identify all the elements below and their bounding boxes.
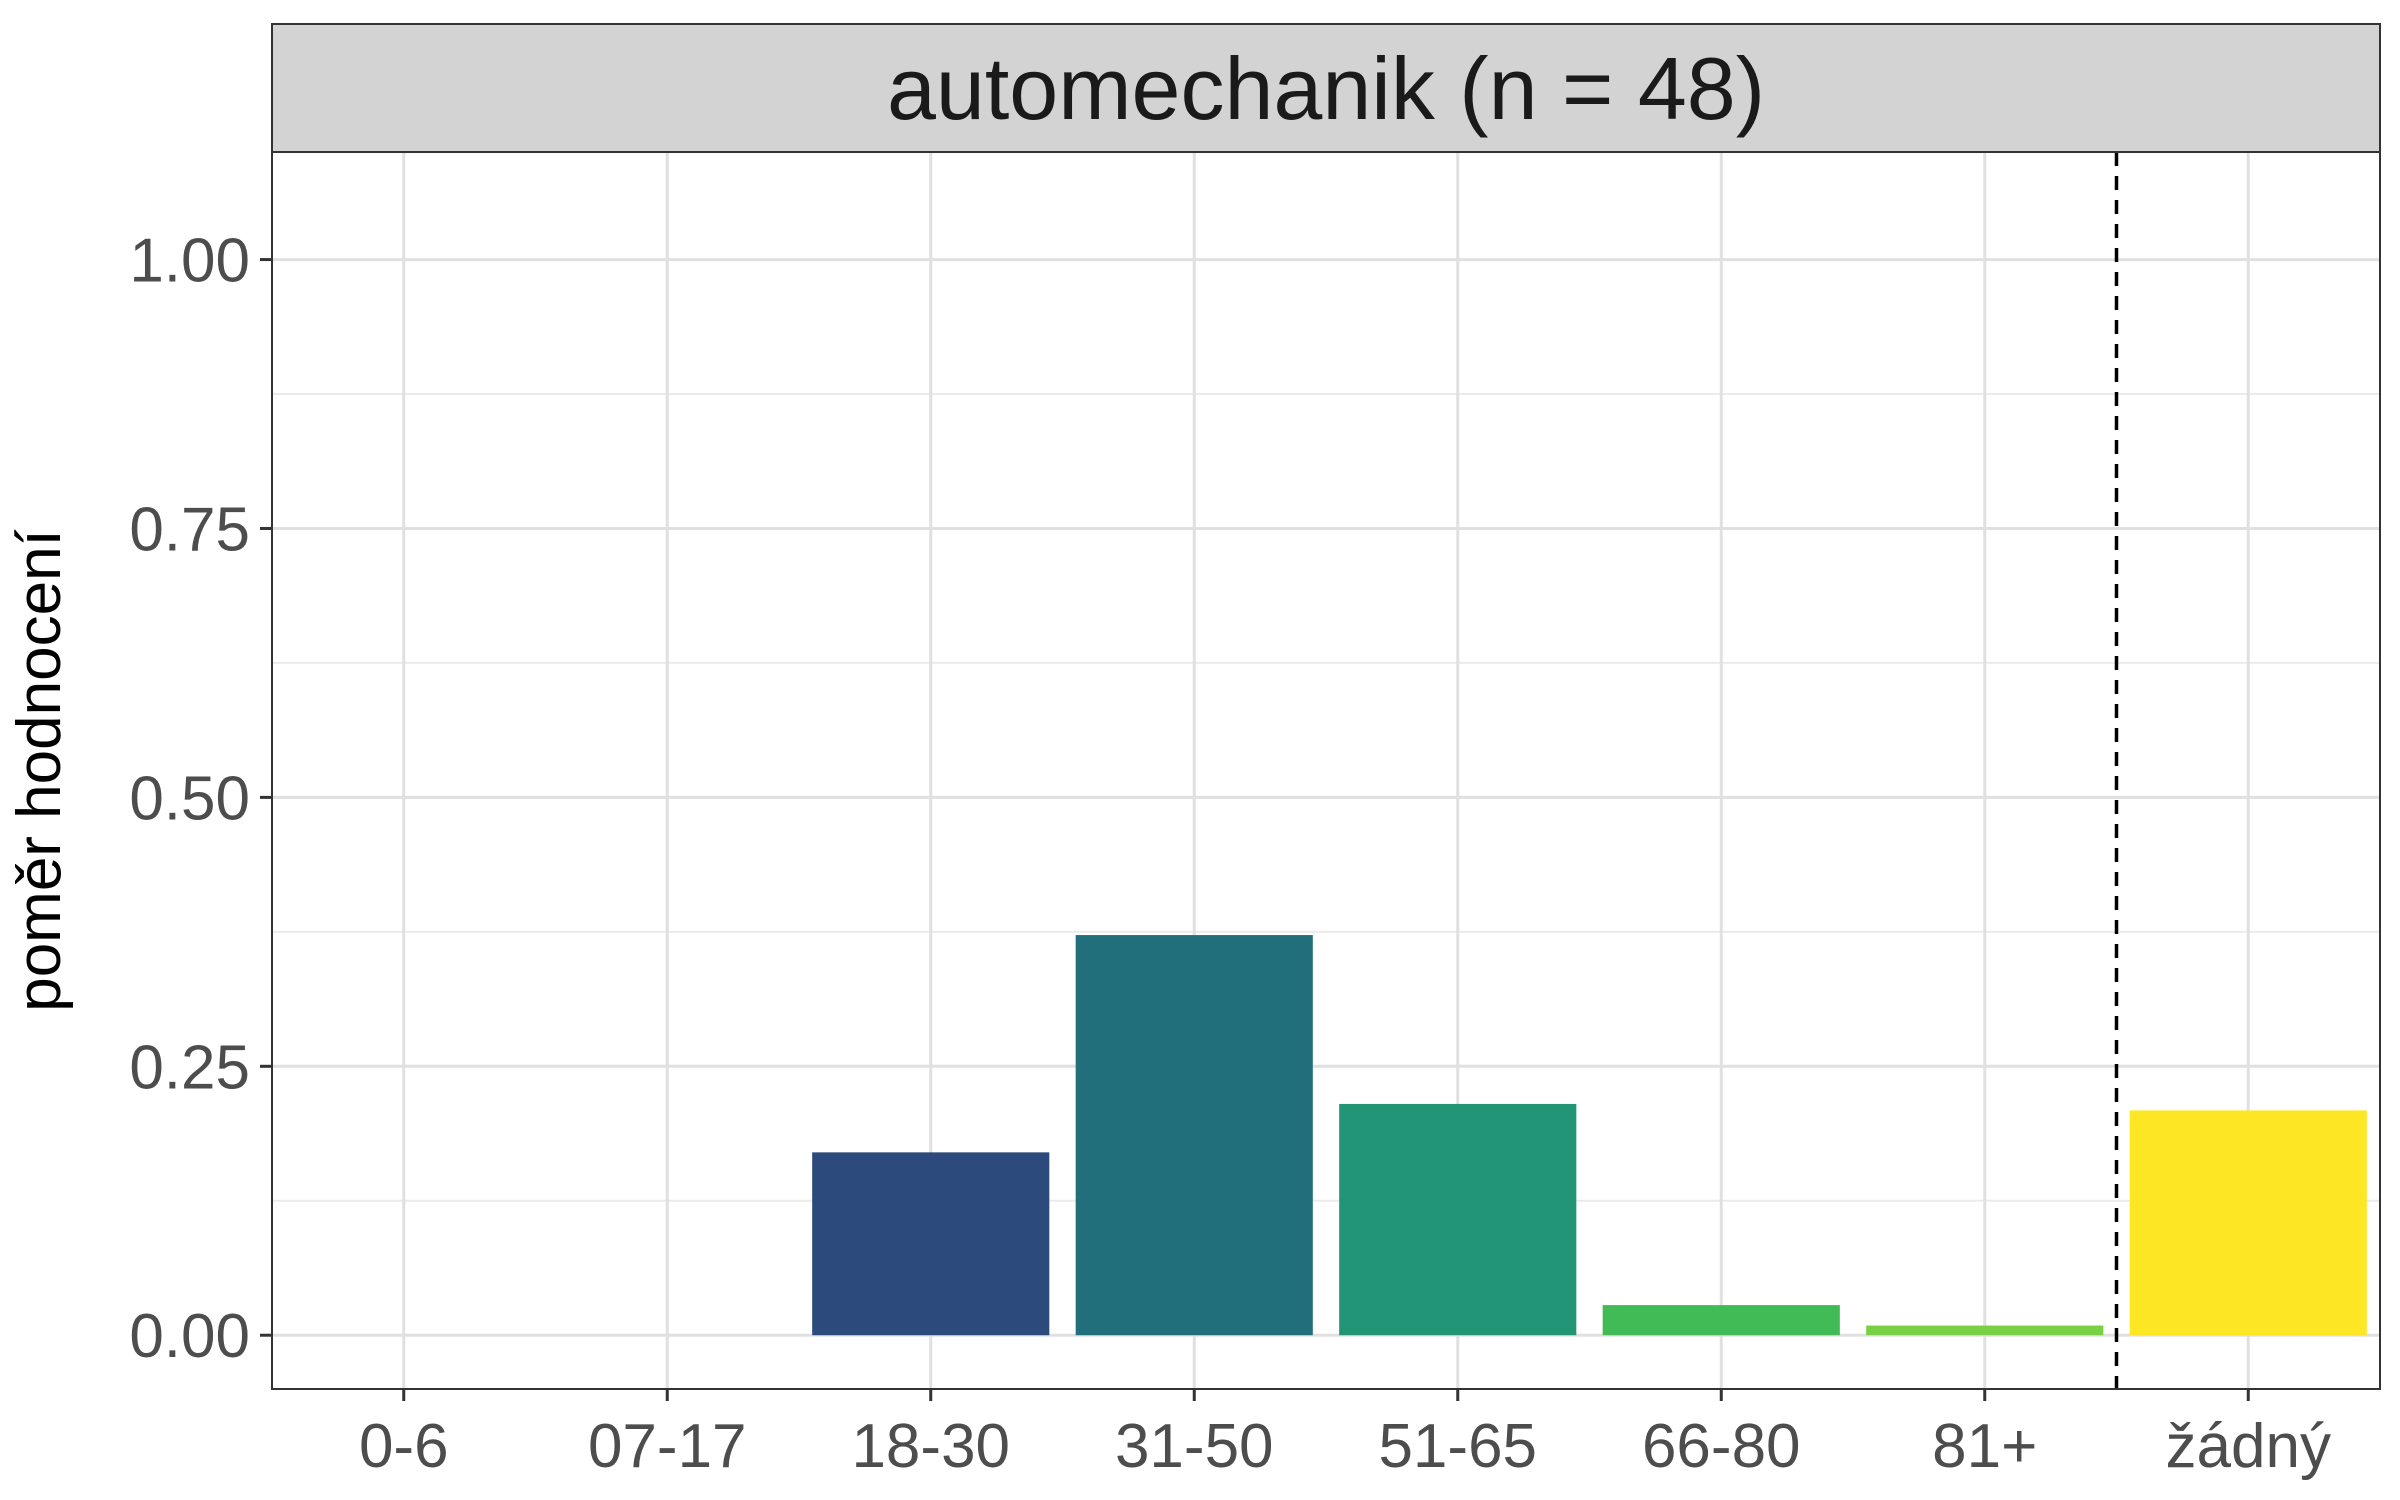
- bar-51-65: [1339, 1103, 1577, 1336]
- bar-66-80: [1602, 1305, 1840, 1336]
- y-tick-label: 1.00: [129, 227, 250, 296]
- bars-layer: [812, 935, 2367, 1336]
- bar-31-50: [1075, 935, 1313, 1336]
- bar-81+: [1866, 1325, 2104, 1336]
- x-tick-label: 18-30: [851, 1412, 1010, 1481]
- bar-18-30: [812, 1152, 1050, 1336]
- facet-strip: [271, 23, 2381, 153]
- x-tick-label: 31-50: [1115, 1412, 1274, 1481]
- x-tick-label: 81+: [1932, 1412, 2037, 1481]
- chart-title: automechanik (n = 48): [887, 39, 1765, 138]
- y-axis: 0.00 0.25 0.50 0.75 1.00: [129, 227, 272, 1371]
- y-tick-label: 0.75: [129, 495, 250, 564]
- x-axis: 0-6 07-17 18-30 31-50 51-65 66-80 81+ žádný: [359, 1389, 2331, 1481]
- panel-border: [271, 151, 2381, 1390]
- x-tick-label: 66-80: [1642, 1412, 1801, 1481]
- y-tick-label: 0.25: [129, 1033, 250, 1102]
- y-tick-label: 0.00: [129, 1302, 250, 1371]
- grid-layer: [272, 152, 2380, 1389]
- x-tick-label: žádný: [2166, 1412, 2331, 1481]
- y-axis-title: poměr hodnocení: [5, 529, 74, 1012]
- y-tick-label: 0.50: [129, 764, 250, 833]
- bar-žádný: [2129, 1110, 2367, 1336]
- x-tick-label: 07-17: [588, 1412, 747, 1481]
- x-tick-label: 0-6: [359, 1412, 449, 1481]
- x-tick-label: 51-65: [1378, 1412, 1537, 1481]
